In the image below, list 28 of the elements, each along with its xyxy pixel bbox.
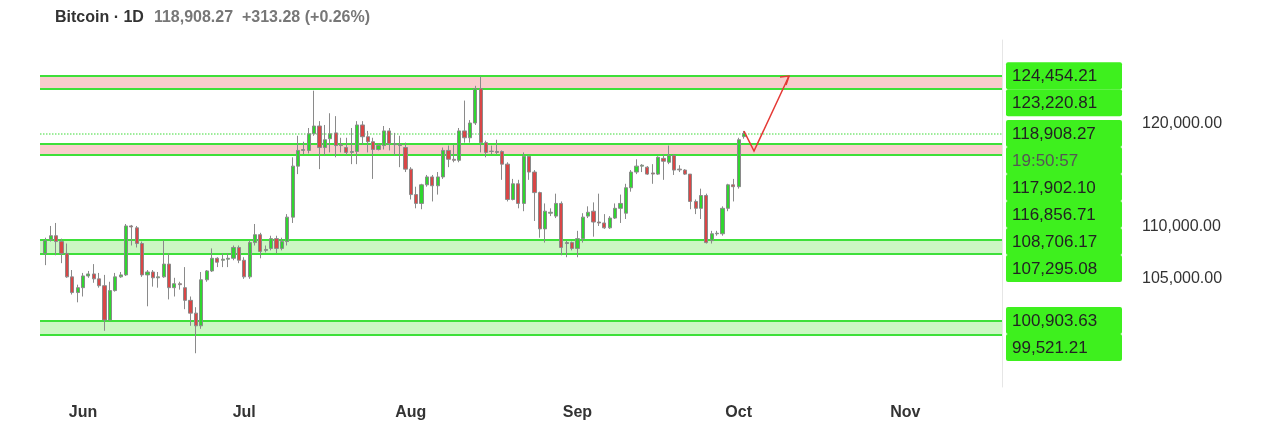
x-tick-label: Jul xyxy=(232,402,256,420)
candlestick xyxy=(645,165,649,176)
chart-title: Bitcoin · 1D xyxy=(55,7,144,25)
chart-subtitle: 118,908.27 +313.28 (+0.26%) xyxy=(153,7,371,25)
ref-line-label: 107,295.08 xyxy=(1012,258,1098,278)
x-tick-label: Nov xyxy=(890,402,921,420)
candlestick xyxy=(43,237,47,266)
ref-line-label: 108,706.17 xyxy=(1012,231,1098,251)
y-tick-label: 105,000.00 xyxy=(1142,269,1223,287)
candlestick xyxy=(264,245,268,253)
x-tick-label: Jun xyxy=(68,402,98,420)
ref-line-label: 99,521.21 xyxy=(1012,337,1088,357)
text: 19:50:57 xyxy=(1012,150,1079,170)
y-tick-label: 110,000.00 xyxy=(1142,217,1221,235)
ref-line-label: 123,220.81 xyxy=(1012,93,1098,113)
x-tick-label: Sep xyxy=(562,402,593,420)
candlestick xyxy=(328,112,332,153)
ref-line-label: 117,902.10 xyxy=(1012,177,1096,197)
x-tick-label: Oct xyxy=(725,402,753,420)
ref-line-label: 124,454.21 xyxy=(1012,66,1098,86)
candlestick xyxy=(178,281,182,291)
ref-line-label: 116,856.71 xyxy=(1012,204,1096,224)
x-tick-label: Aug xyxy=(395,402,427,420)
ref-line-label: 118,908.27 xyxy=(1012,123,1096,143)
y-tick-label: 120,000.00 xyxy=(1142,113,1223,131)
ref-line-label: 100,903.63 xyxy=(1012,310,1098,330)
candlestick xyxy=(344,137,348,156)
candlestick xyxy=(737,137,741,190)
